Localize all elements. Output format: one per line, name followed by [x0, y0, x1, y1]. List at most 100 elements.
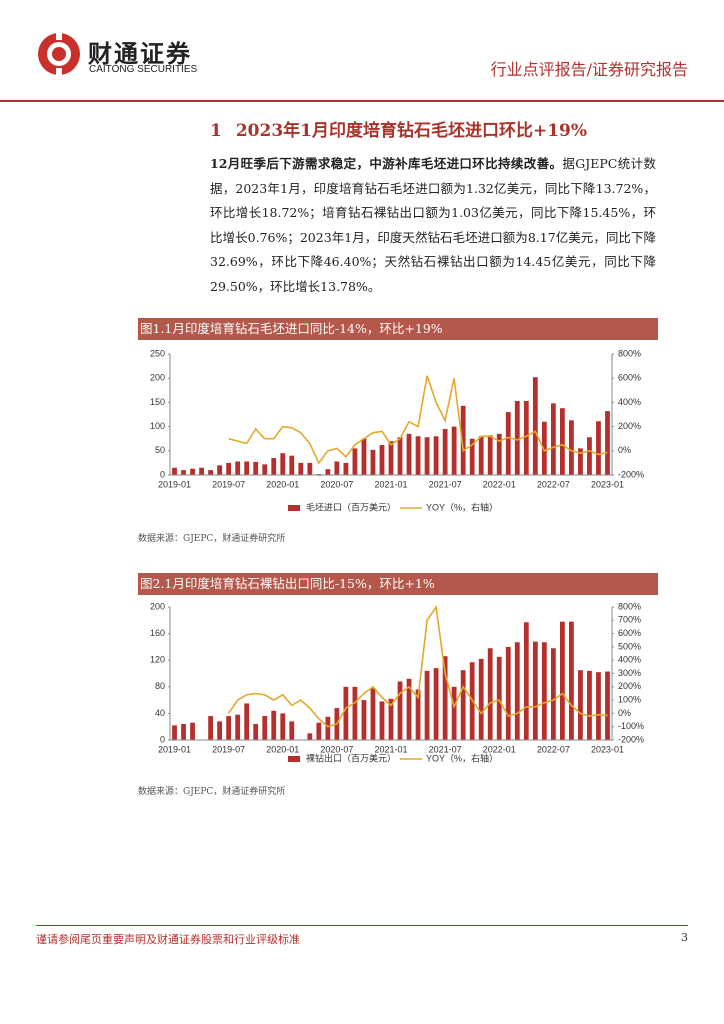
bar [325, 469, 331, 475]
bar [298, 462, 304, 475]
x-tick-label: 2023-01 [591, 479, 624, 489]
bar [505, 646, 511, 740]
bar [532, 641, 538, 740]
x-tick-label: 2021-01 [374, 479, 407, 489]
x-tick-label: 2020-07 [320, 744, 353, 754]
y-tick-label: 0 [160, 734, 165, 744]
bar [569, 420, 574, 475]
bar [253, 724, 259, 740]
y2-tick-label: 100% [618, 694, 641, 704]
y-tick-label: 160 [150, 628, 165, 638]
x-tick-label: 2019-07 [212, 744, 245, 754]
paragraph-body: 据GJEPC统计数据，2023年1月，印度培育钻石毛坯进口额为1.32亿美元，同… [210, 156, 656, 294]
header-rule [0, 100, 724, 102]
bar [415, 689, 421, 740]
bar [199, 467, 204, 475]
bar [469, 438, 475, 475]
x-tick-label: 2019-07 [212, 479, 245, 489]
bar [289, 721, 295, 740]
bar [505, 412, 511, 475]
bar [478, 658, 484, 740]
page-number: 3 [681, 931, 688, 944]
y2-tick-label: -200% [618, 734, 644, 744]
legend-swatch [288, 756, 300, 762]
y2-tick-label: -200% [618, 469, 644, 479]
bar [442, 429, 448, 475]
bar [523, 400, 529, 475]
bar [569, 621, 574, 740]
y2-tick-label: 800% [618, 348, 641, 358]
y2-tick-label: 700% [618, 615, 641, 625]
bar [262, 464, 268, 475]
x-tick-label: 2020-01 [266, 479, 299, 489]
x-tick-label: 2022-01 [483, 479, 516, 489]
bar [208, 716, 213, 740]
y2-tick-label: 0% [618, 445, 631, 455]
y2-tick-label: 600% [618, 628, 641, 638]
logo [38, 32, 80, 76]
y2-tick-label: 400% [618, 397, 641, 407]
y2-tick-label: 300% [618, 668, 641, 678]
y-tick-label: 120 [150, 655, 165, 665]
bar [361, 700, 367, 740]
bar [307, 733, 313, 740]
bar [361, 438, 367, 475]
section-title: 1 2023年1月印度培育钻石毛坯进口环比+19% [210, 116, 601, 141]
bar [316, 722, 322, 740]
bar [514, 400, 520, 475]
bar [442, 656, 448, 740]
y2-tick-label: 400% [618, 655, 641, 665]
bar [478, 436, 484, 475]
bar [235, 714, 241, 740]
bar [605, 411, 610, 475]
chart: 0 40 80 120 160 200 -200% -100% 0% 100% 200% 300% 40… [150, 601, 644, 763]
bar [262, 716, 268, 740]
brand: 财通证券 [88, 40, 192, 68]
bar [253, 461, 259, 475]
bar [541, 421, 547, 475]
y-tick-label: 150 [150, 397, 165, 407]
brand-en: CAITONG SECURITIES [89, 64, 198, 75]
x-tick-label: 2022-01 [483, 744, 516, 754]
figure-source: 数据来源：GJEPC，财通证券研究所 [138, 787, 286, 797]
bar [578, 670, 583, 740]
y-tick-label: 100 [150, 421, 165, 431]
bar [235, 461, 241, 475]
bar [605, 671, 610, 740]
bar [181, 724, 186, 740]
x-tick-label: 2021-07 [429, 744, 462, 754]
line [227, 604, 608, 728]
bar [343, 462, 349, 475]
footer-rule [36, 925, 688, 926]
bar [550, 648, 556, 740]
legend-swatch [288, 505, 300, 511]
bar [532, 377, 538, 475]
bar [352, 686, 358, 740]
y2-tick-label: 200% [618, 681, 641, 691]
bar [424, 437, 430, 475]
y-tick-label: 200 [150, 373, 165, 383]
y2-tick-label: -100% [618, 721, 644, 731]
y-tick-label: 40 [155, 708, 165, 718]
bar [343, 686, 349, 740]
report-type: 行业点评报告/证券研究报告 [490, 60, 688, 79]
x-tick-label: 2022-07 [537, 744, 570, 754]
bar [226, 716, 232, 740]
bar [172, 467, 177, 475]
bar [379, 444, 385, 475]
bar [460, 405, 466, 475]
bar [460, 670, 466, 740]
bar [244, 703, 250, 740]
bar [271, 710, 277, 740]
bar [451, 686, 457, 740]
bar [451, 426, 457, 475]
x-tick-label: 2022-07 [537, 479, 570, 489]
y-tick-label: 50 [155, 445, 165, 455]
y2-tick-label: 0% [618, 708, 631, 718]
bar [226, 462, 232, 475]
bar [307, 462, 313, 475]
bar [559, 621, 565, 740]
section-number: 1 [210, 121, 222, 141]
bar [280, 453, 286, 475]
y2-tick-label: 500% [618, 641, 641, 651]
